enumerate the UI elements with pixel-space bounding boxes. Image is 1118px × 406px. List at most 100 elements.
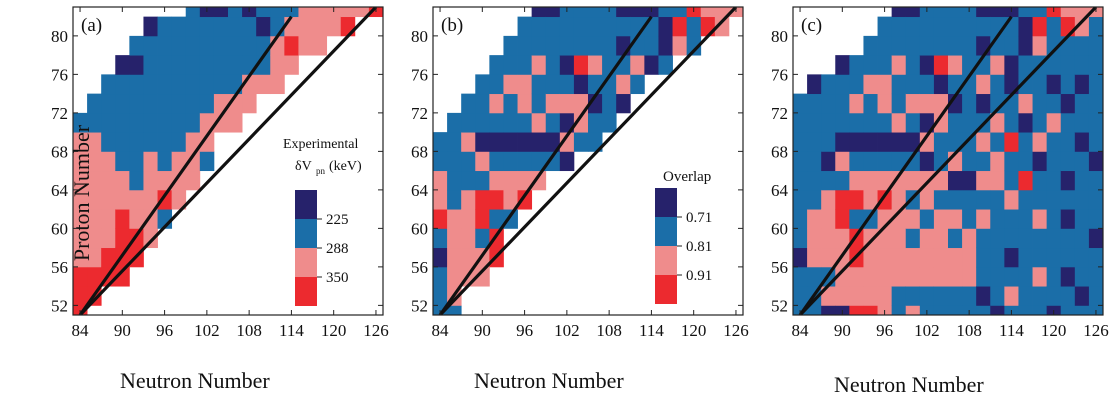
heatmap-cell <box>559 93 575 114</box>
x-tick-label: 102 <box>914 321 940 340</box>
y-tick-label: 56 <box>411 258 428 277</box>
heatmap-cell <box>849 93 864 114</box>
heatmap-cell <box>213 7 229 18</box>
heatmap-cell <box>672 35 688 56</box>
heatmap-cell <box>433 247 448 268</box>
heatmap-cell <box>447 151 462 172</box>
heatmap-cell <box>919 93 935 114</box>
heatmap-cell <box>658 7 673 18</box>
legend-swatch <box>655 188 677 217</box>
heatmap-cell <box>602 55 617 75</box>
heatmap-cell <box>461 209 476 229</box>
heatmap-cell <box>1018 35 1033 56</box>
heatmap-cell <box>877 228 893 249</box>
heatmap-cell <box>793 286 808 306</box>
heatmap-cell <box>87 112 102 133</box>
y-tick-label: 56 <box>771 258 788 277</box>
heatmap-cell <box>807 74 822 95</box>
heatmap-cell <box>933 112 949 133</box>
heatmap-cell <box>658 55 673 75</box>
legend-title: pn <box>316 166 326 176</box>
heatmap-cell <box>73 189 88 210</box>
heatmap-cell <box>489 170 504 191</box>
heatmap-cell <box>256 74 271 95</box>
heatmap-cell <box>199 93 215 114</box>
heatmap-cell <box>101 74 116 95</box>
heatmap-cell <box>1074 35 1090 56</box>
heatmap-cell <box>863 55 878 75</box>
heatmap-cell <box>1060 55 1076 75</box>
heatmap-cell <box>919 35 935 56</box>
heatmap-cell <box>990 55 1005 75</box>
heatmap-cell <box>171 74 187 95</box>
heatmap-cell <box>1088 132 1103 152</box>
heatmap-cell <box>1046 170 1062 191</box>
heatmap-cell <box>143 93 158 114</box>
heatmap-cell <box>793 112 808 133</box>
heatmap-cell <box>101 93 116 114</box>
heatmap-cell <box>157 112 173 133</box>
heatmap-cell <box>849 132 864 152</box>
heatmap-cell <box>101 228 116 249</box>
heatmap-cell <box>1046 189 1062 210</box>
heatmap-cell <box>1032 16 1048 37</box>
heatmap-cell <box>807 305 822 315</box>
heatmap-cell <box>115 209 130 229</box>
heatmap-cell <box>228 55 243 75</box>
heatmap-cell <box>962 286 977 306</box>
heatmap-cell <box>185 132 201 152</box>
y-tick-label: 80 <box>771 27 788 46</box>
heatmap-cell <box>1018 247 1033 268</box>
heatmap-cell <box>905 16 921 37</box>
heatmap-cell <box>73 151 88 172</box>
heatmap-cell <box>115 170 130 191</box>
x-tick-label: 126 <box>363 321 389 340</box>
heatmap-cell <box>1074 209 1090 229</box>
heatmap-cell <box>793 209 808 229</box>
heatmap-cell <box>312 16 328 37</box>
heatmap-cell <box>517 170 533 191</box>
heatmap-cell <box>87 151 102 172</box>
plot-frame <box>432 6 744 316</box>
heatmap-cell <box>891 228 907 249</box>
heatmap-cell <box>326 16 342 37</box>
heatmap-cell <box>821 228 836 249</box>
heatmap-cell <box>1060 209 1076 229</box>
heatmap-cell <box>1074 247 1090 268</box>
heatmap-cell <box>807 132 822 152</box>
heatmap-cell <box>1074 170 1090 191</box>
heatmap-cell <box>919 55 935 75</box>
panel-label: (b) <box>441 15 463 36</box>
legend-title: δV <box>295 159 312 174</box>
heatmap-cell <box>573 7 589 18</box>
heatmap-cell <box>157 93 173 114</box>
heatmap-cell <box>185 93 201 114</box>
heatmap-cell <box>517 189 533 210</box>
heatmap-cell <box>270 55 285 75</box>
heatmap-cell <box>559 35 575 56</box>
heatmap-cell <box>545 132 561 152</box>
heatmap-cell <box>1074 189 1090 210</box>
heatmap-cell <box>616 16 631 37</box>
heatmap-cell <box>461 228 476 249</box>
heatmap-cell <box>976 266 991 287</box>
heatmap-cell <box>559 55 575 75</box>
heatmap-cell <box>171 132 187 152</box>
heatmap-cell <box>1088 55 1103 75</box>
heatmap-cell <box>489 93 504 114</box>
heatmap-cell <box>1046 228 1062 249</box>
heatmap-cell <box>1088 170 1103 191</box>
heatmap-cell <box>199 112 215 133</box>
heatmap-cell <box>185 74 201 95</box>
heatmap-cell <box>101 112 116 133</box>
heatmap-cell <box>976 7 991 18</box>
heatmap-cell <box>835 209 850 229</box>
heatmap-cell <box>630 74 645 95</box>
heatmap-cell <box>503 209 518 229</box>
heatmap-cell <box>962 266 977 287</box>
heatmap-cell <box>976 93 991 114</box>
heatmap-cell <box>1060 93 1076 114</box>
heatmap-cell <box>143 132 158 152</box>
heatmap-cell <box>905 209 921 229</box>
heatmap-cell <box>199 16 215 37</box>
